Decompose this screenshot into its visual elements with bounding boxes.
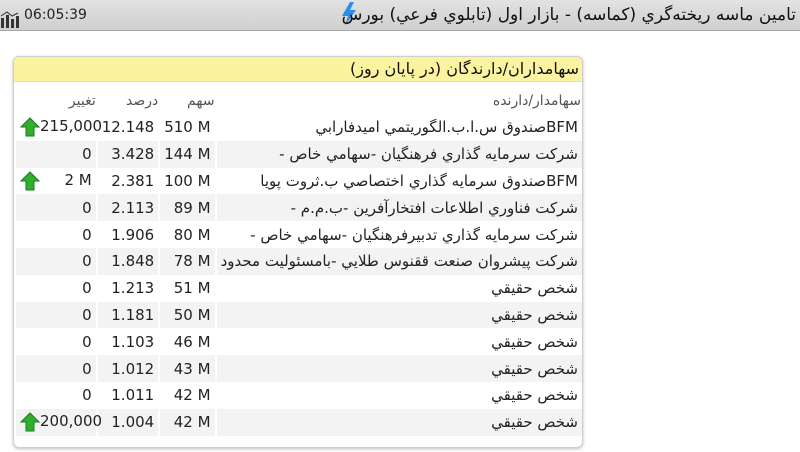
panel-title: سهامداران/دارندگان (در پايان روز): [14, 57, 582, 82]
change-cell: 0: [14, 247, 97, 275]
table-row[interactable]: 200,000 1.004 42 M شخص حقيقي: [14, 408, 582, 436]
change-cell: 215,000: [14, 114, 102, 141]
shares-cell: 78 M: [158, 247, 216, 275]
change-cell: 0: [14, 381, 97, 409]
table-row[interactable]: 0 3.428 144 M شركت سرمايه گذاري فرهنگيان…: [14, 140, 582, 168]
table-row[interactable]: 0 1.012 43 M شخص حقيقي: [14, 355, 582, 382]
holder-cell: BFMصندوق سرمايه گذاري اختصاصي ب.ثروت پوي…: [214, 167, 582, 195]
arrow-up-icon: [20, 171, 40, 191]
shares-cell: 100 M: [158, 167, 216, 195]
table-row[interactable]: 0 1.906 80 M شركت سرمايه گذاري تدبيرفرهن…: [14, 221, 582, 248]
percent-cell: 2.381: [95, 167, 160, 195]
holder-cell: شركت پيشروان صنعت ققنوس طلايي -بامسئوليت…: [214, 247, 582, 275]
change-cell: 0: [14, 274, 97, 302]
percent-cell: 1.103: [95, 328, 160, 356]
shares-cell: 80 M: [158, 221, 216, 248]
percent-cell: 1.004: [95, 408, 160, 436]
col-percent: درصد: [125, 93, 159, 109]
shareholders-table: تغيير درصد سهم سهامدار/دارنده 215,000 12…: [14, 88, 582, 436]
holder-cell: شخص حقيقي: [214, 301, 582, 329]
shares-cell: 51 M: [158, 274, 216, 302]
holder-cell: شخص حقيقي: [214, 408, 582, 436]
table-row[interactable]: 2 M 2.381 100 M BFMصندوق سرمايه گذاري اخ…: [14, 167, 582, 195]
shares-cell: 144 M: [158, 140, 216, 168]
col-change: تغيير: [68, 93, 96, 109]
table-row[interactable]: 215,000 12.148 510 M BFMصندوق س.ا.ب.الگو…: [14, 114, 582, 141]
table-row[interactable]: 0 1.011 42 M شخص حقيقي: [14, 381, 582, 409]
holder-cell: شخص حقيقي: [214, 328, 582, 356]
table-row[interactable]: 0 1.848 78 M شركت پيشروان صنعت ققنوس طلا…: [14, 247, 582, 275]
percent-cell: 1.011: [95, 381, 160, 409]
shares-cell: 46 M: [158, 328, 216, 356]
bar-chart-icon[interactable]: [0, 10, 20, 28]
change-cell: 0: [14, 140, 97, 168]
holder-cell: شركت فناوري اطلاعات افتخارآفرين -ب.م.م -: [214, 194, 582, 222]
change-cell: 0: [14, 301, 97, 329]
table-row[interactable]: 0 1.103 46 M شخص حقيقي: [14, 328, 582, 356]
holder-cell: شخص حقيقي: [214, 381, 582, 409]
percent-cell: 1.012: [95, 355, 160, 382]
holder-cell: شخص حقيقي: [214, 274, 582, 302]
change-cell: 0: [14, 194, 97, 222]
percent-cell: 2.113: [95, 194, 160, 222]
shares-cell: 50 M: [158, 301, 216, 329]
percent-cell: 3.428: [95, 140, 160, 168]
shares-cell: 42 M: [158, 408, 216, 436]
holder-cell: شركت سرمايه گذاري فرهنگيان -سهامي خاص -: [214, 140, 582, 168]
change-cell: 0: [14, 328, 97, 356]
table-row[interactable]: 0 1.181 50 M شخص حقيقي: [14, 301, 582, 329]
change-cell: 2 M: [14, 167, 97, 195]
top-bar: 06:05:39 تامين ماسه ريخته‌گري (كماسه) - …: [0, 0, 800, 31]
shares-cell: 510 M: [158, 114, 216, 141]
table-row[interactable]: 0 1.213 51 M شخص حقيقي: [14, 274, 582, 302]
holder-cell: BFMصندوق س.ا.ب.الگوريتمي اميدفارابي: [214, 114, 582, 141]
percent-cell: 1.848: [95, 247, 160, 275]
col-holder: سهامدار/دارنده: [492, 93, 581, 109]
page-title: تامين ماسه ريخته‌گري (كماسه) - بازار اول…: [341, 5, 796, 25]
arrow-up-icon: [20, 412, 40, 432]
shares-cell: 42 M: [158, 381, 216, 409]
arrow-up-icon: [20, 117, 40, 137]
percent-cell: 1.906: [95, 221, 160, 248]
shares-cell: 43 M: [158, 355, 216, 382]
change-cell: 0: [14, 221, 97, 248]
shareholders-panel: سهامداران/دارندگان (در پايان روز) تغيير …: [13, 56, 583, 448]
change-cell: 200,000: [14, 408, 102, 436]
holder-cell: شخص حقيقي: [214, 355, 582, 382]
lightning-icon: [342, 2, 356, 26]
table-row[interactable]: 0 2.113 89 M شركت فناوري اطلاعات افتخارآ…: [14, 194, 582, 222]
percent-cell: 1.181: [95, 301, 160, 329]
shares-cell: 89 M: [158, 194, 216, 222]
change-cell: 0: [14, 355, 97, 382]
col-shares: سهم: [187, 93, 215, 109]
holder-cell: شركت سرمايه گذاري تدبيرفرهنگيان -سهامي خ…: [214, 221, 582, 248]
percent-cell: 12.148: [95, 114, 160, 141]
percent-cell: 1.213: [95, 274, 160, 302]
clock-time: 06:05:39: [24, 7, 87, 23]
